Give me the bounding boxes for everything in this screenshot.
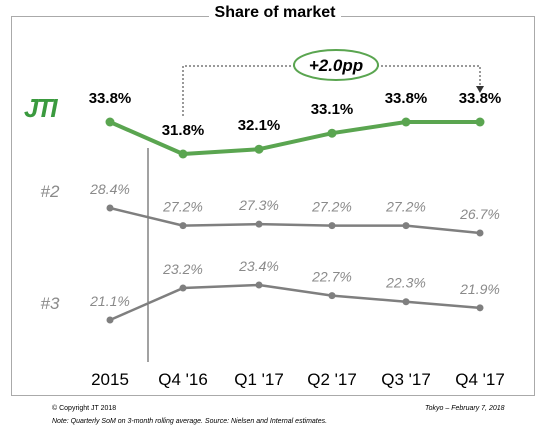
data-label: 33.8% bbox=[89, 90, 132, 107]
annotation-bracket bbox=[182, 65, 481, 116]
series-line-3 bbox=[108, 283, 482, 322]
data-point bbox=[402, 298, 410, 306]
data-label: 26.7% bbox=[459, 206, 500, 222]
data-label: 21.9% bbox=[459, 281, 500, 297]
data-label: 21.1% bbox=[89, 293, 130, 309]
data-point bbox=[179, 222, 187, 230]
data-point bbox=[402, 222, 410, 230]
data-point bbox=[179, 284, 187, 292]
x-tick-label: 2015 bbox=[91, 370, 129, 389]
data-label: 31.8% bbox=[162, 122, 205, 139]
data-point bbox=[254, 144, 264, 154]
data-label: 28.4% bbox=[89, 181, 130, 197]
data-point bbox=[255, 220, 263, 228]
x-tick-label: Q2 '17 bbox=[307, 370, 357, 389]
data-point bbox=[328, 292, 336, 300]
data-point bbox=[476, 229, 484, 237]
annotation-arrowhead bbox=[476, 86, 484, 93]
data-label: 23.2% bbox=[162, 261, 203, 277]
x-tick-label: Q3 '17 bbox=[381, 370, 431, 389]
series-line-1 bbox=[108, 120, 482, 156]
data-point bbox=[106, 204, 114, 212]
annotation-ellipse bbox=[293, 49, 379, 81]
data-label: 27.2% bbox=[385, 199, 426, 215]
series-name-label: #2 bbox=[41, 182, 60, 201]
x-tick-label: Q4 '17 bbox=[455, 370, 505, 389]
jti-logo: JTI bbox=[24, 93, 58, 123]
series-line-2 bbox=[108, 206, 482, 235]
data-point bbox=[475, 117, 485, 127]
data-point bbox=[327, 128, 337, 138]
data-label: 27.3% bbox=[238, 197, 279, 213]
data-label: 33.8% bbox=[459, 90, 502, 107]
data-point bbox=[105, 117, 115, 127]
data-label: 27.2% bbox=[162, 199, 203, 215]
data-point bbox=[106, 316, 114, 324]
data-label: 33.8% bbox=[385, 90, 428, 107]
annotation-label: +2.0pp bbox=[309, 56, 363, 75]
series-name-label: #3 bbox=[41, 294, 60, 313]
data-point bbox=[401, 117, 411, 127]
data-label: 33.1% bbox=[311, 101, 354, 118]
data-label: 32.1% bbox=[238, 117, 281, 134]
copyright-text: © Copyright JT 2018 bbox=[52, 405, 117, 412]
x-tick-label: Q4 '16 bbox=[158, 370, 208, 389]
data-label: 22.3% bbox=[385, 275, 426, 291]
data-label: 23.4% bbox=[238, 258, 279, 274]
data-label: 22.7% bbox=[311, 269, 352, 285]
data-point bbox=[328, 222, 336, 230]
data-point bbox=[178, 149, 188, 159]
data-point bbox=[476, 304, 484, 312]
location-date-text: Tokyo – February 7, 2018 bbox=[425, 405, 505, 412]
chart-title: Share of market bbox=[208, 4, 342, 22]
data-label: 27.2% bbox=[311, 199, 352, 215]
x-tick-label: Q1 '17 bbox=[234, 370, 284, 389]
data-point bbox=[255, 281, 263, 289]
footnote-text: Note: Quarterly SoM on 3-month rolling a… bbox=[52, 418, 328, 425]
